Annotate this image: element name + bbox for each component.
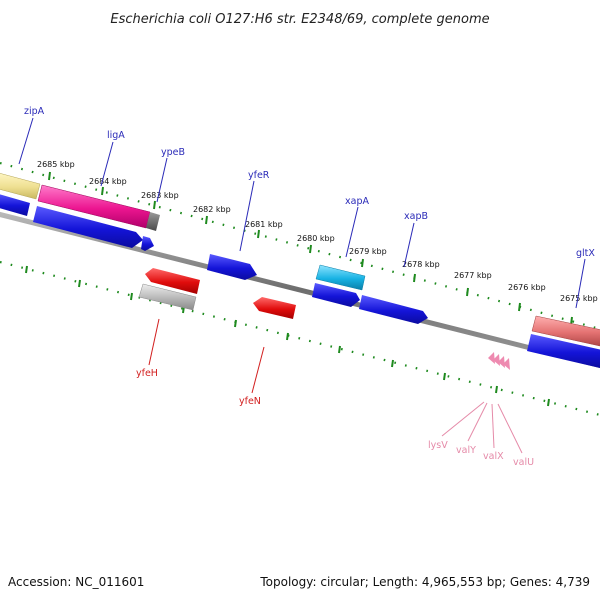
label-gltx[interactable]: gltX	[576, 248, 595, 259]
tick-mark-2685	[48, 171, 51, 181]
leader-valx	[491, 403, 495, 449]
leader-lysv	[441, 401, 485, 437]
gene-gltx-cds[interactable]	[531, 315, 600, 347]
leader-yfen	[251, 346, 265, 394]
tick-mark-2683	[153, 200, 156, 210]
label-yfen[interactable]: yfeN	[239, 396, 261, 407]
tick-label-2677: 2677 kbp	[454, 271, 492, 280]
tick-label-2684: 2684 kbp	[89, 177, 127, 186]
tick-label-2681: 2681 kbp	[245, 220, 283, 229]
leader-valu	[497, 403, 523, 454]
outer-tick-track	[0, 161, 600, 331]
gene-zipa-cds[interactable]	[0, 193, 30, 216]
genome-backbone	[0, 211, 600, 369]
label-valu[interactable]: valU	[513, 457, 534, 468]
forward-genes	[0, 172, 600, 347]
leader-xapa	[345, 206, 359, 258]
trna-valy-icon[interactable]	[493, 354, 500, 366]
leader-liga	[100, 141, 114, 187]
gene-yfeh-cds[interactable]	[138, 283, 197, 311]
tick-mark-2682	[205, 215, 208, 225]
tick-label-2678: 2678 kbp	[402, 260, 440, 269]
gene-ypeb-cds[interactable]	[146, 212, 160, 231]
label-xapb[interactable]: xapB	[404, 211, 428, 222]
forward-genes-lane2	[0, 193, 600, 368]
reverse-label-group: yfeH yfeN	[136, 318, 265, 407]
label-yfer[interactable]: yfeR	[248, 170, 270, 181]
tick-mark-2680	[309, 244, 312, 254]
gene-yfen-cds[interactable]	[253, 297, 296, 319]
leader-yfer	[239, 180, 255, 252]
gene-blue-cds-2[interactable]	[141, 236, 154, 251]
tick-label-2676: 2676 kbp	[508, 283, 546, 292]
tick-label-2675: 2675 kbp	[560, 294, 598, 303]
gene-blue-cds-1[interactable]	[33, 206, 143, 248]
label-zipa[interactable]: zipA	[24, 106, 45, 117]
gene-xapb-cds[interactable]	[359, 295, 428, 324]
leader-ypeb	[156, 157, 168, 203]
tick-label-2683: 2683 kbp	[141, 191, 179, 200]
gene-blue-cds-3[interactable]	[312, 283, 360, 307]
reverse-genes	[138, 268, 296, 319]
label-valy[interactable]: valY	[456, 445, 476, 456]
leader-zipa	[18, 117, 34, 165]
trna-lysv-icon[interactable]	[488, 352, 495, 364]
trna-label-group: lysV valY valX valU	[428, 401, 534, 468]
label-ypeb[interactable]: ypeB	[161, 147, 185, 158]
footer-summary: Topology: circular; Length: 4,965,553 bp…	[259, 575, 590, 589]
leader-yfeh	[148, 318, 160, 366]
tick-label-2685: 2685 kbp	[37, 160, 75, 169]
gene-yfer-cds[interactable]	[207, 254, 257, 280]
tick-mark-2684	[101, 186, 104, 196]
tick-mark-2681	[257, 229, 260, 239]
tick-label-2682: 2682 kbp	[193, 205, 231, 214]
label-valx[interactable]: valX	[483, 451, 504, 462]
tick-group: 2685 kbp 2684 kbp 2683 kbp 2682 kbp 2681…	[37, 160, 598, 326]
leader-xapb	[403, 222, 415, 268]
leader-valy	[467, 402, 488, 442]
gene-xapa-cds[interactable]	[315, 264, 366, 291]
label-yfeh[interactable]: yfeH	[136, 368, 158, 379]
gene-blue-cds-4[interactable]	[527, 334, 600, 368]
footer-accession: Accession: NC_011601	[8, 575, 144, 589]
gene-yellow-cds[interactable]	[0, 172, 41, 200]
trna-cluster	[488, 352, 510, 370]
label-lysv[interactable]: lysV	[428, 440, 448, 451]
leader-gltx	[575, 258, 586, 309]
tick-label-2680: 2680 kbp	[297, 234, 335, 243]
tick-mark-2676	[518, 302, 521, 312]
label-xapa[interactable]: xapA	[345, 196, 369, 207]
tick-label-2679: 2679 kbp	[349, 247, 387, 256]
forward-label-group: zipA ligA ypeB yfeR xapA xapB gltX	[18, 106, 595, 309]
trna-valx-icon[interactable]	[498, 356, 505, 368]
inner-ticks	[25, 265, 550, 407]
map-title: Escherichia coli O127:H6 str. E2348/69, …	[110, 12, 489, 27]
tick-mark-2679	[361, 258, 364, 268]
trna-valu-icon[interactable]	[503, 358, 510, 370]
tick-mark-2678	[413, 273, 416, 283]
tick-mark-2677	[466, 287, 469, 297]
label-liga[interactable]: ligA	[107, 130, 125, 141]
gene-red-cds-1[interactable]	[145, 268, 200, 294]
